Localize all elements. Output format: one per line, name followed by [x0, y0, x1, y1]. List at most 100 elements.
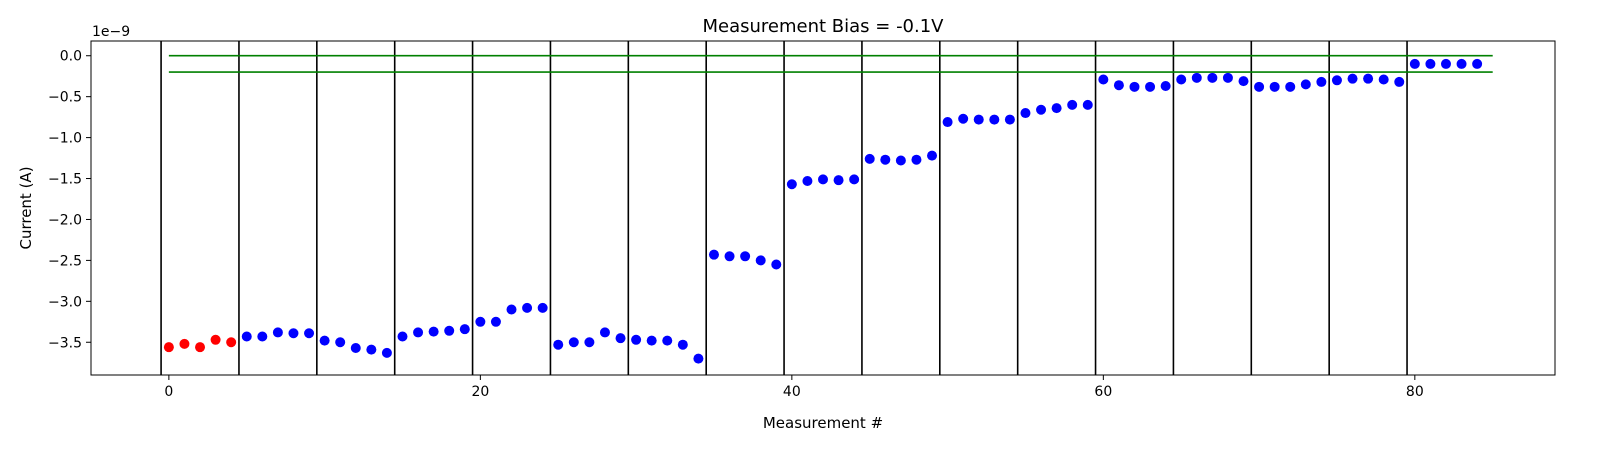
data-point-s1-49: [1004, 114, 1015, 125]
data-point-s1-16: [490, 316, 501, 327]
data-point-s1-55: [1098, 74, 1109, 85]
data-point-s1-66: [1269, 81, 1280, 92]
data-point-s1-18: [522, 302, 533, 313]
data-point-s1-47: [973, 114, 984, 125]
data-point-s1-12: [428, 326, 439, 337]
y-tick-label-1: −0.5: [48, 90, 82, 106]
data-point-s1-34: [771, 259, 782, 270]
data-point-s1-19: [537, 302, 548, 313]
y-axis-label: Current (A): [17, 166, 35, 249]
data-point-s1-54: [1082, 99, 1093, 110]
data-point-s1-13: [444, 325, 455, 336]
data-point-s1-43: [911, 154, 922, 165]
data-point-s1-36: [802, 175, 813, 186]
data-point-s0-3: [210, 334, 221, 345]
data-point-s1-44: [927, 150, 938, 161]
x-tick-label-1: 20: [471, 384, 489, 400]
data-point-s1-45: [942, 117, 953, 128]
data-point-s1-61: [1191, 72, 1202, 83]
data-point-s1-30: [708, 249, 719, 260]
y-tick-label-4: −2.0: [48, 212, 82, 228]
data-point-s1-51: [1036, 104, 1047, 115]
data-point-s1-41: [880, 154, 891, 165]
data-point-s1-3: [288, 328, 299, 339]
data-point-s1-75: [1409, 58, 1420, 69]
y-tick-label-6: −3.0: [48, 294, 82, 310]
data-point-s1-42: [895, 155, 906, 166]
x-tick-label-2: 40: [783, 384, 801, 400]
data-point-s1-29: [693, 353, 704, 364]
plot-frame: [90, 40, 1556, 376]
chart-title: Measurement Bias = -0.1V: [702, 16, 944, 37]
data-point-s1-28: [677, 339, 688, 350]
data-point-s1-69: [1316, 76, 1327, 87]
data-point-s0-4: [226, 337, 237, 348]
data-point-s1-25: [631, 334, 642, 345]
data-point-s1-40: [864, 153, 875, 164]
data-point-s1-59: [1160, 81, 1171, 92]
data-point-s1-4: [304, 328, 315, 339]
separator-lines: [160, 41, 1408, 375]
y-tick-label-7: −3.5: [48, 335, 82, 351]
data-point-s1-48: [989, 114, 1000, 125]
data-point-s1-23: [599, 327, 610, 338]
data-point-s1-57: [1129, 81, 1140, 92]
data-point-s1-60: [1176, 74, 1187, 85]
x-tick-label-3: 60: [1094, 384, 1112, 400]
data-point-s1-68: [1300, 79, 1311, 90]
data-point-s0-2: [195, 342, 206, 353]
y-offset-text: 1e−9: [92, 24, 130, 40]
data-point-s1-27: [662, 335, 673, 346]
data-point-s1-76: [1425, 58, 1436, 69]
data-point-s1-38: [833, 175, 844, 186]
y-tick-label-0: 0.0: [60, 49, 82, 65]
data-point-s1-31: [724, 251, 735, 262]
data-point-s1-11: [413, 327, 424, 338]
y-tick-label-2: −1.0: [48, 131, 82, 147]
data-point-s1-71: [1347, 73, 1358, 84]
data-point-s1-9: [381, 347, 392, 358]
data-point-s1-14: [459, 324, 470, 335]
x-axis-ticks: 0 20 40 60 80: [164, 375, 1424, 400]
reference-lines: [168, 54, 1493, 73]
y-axis-ticks: 0.0 −0.5 −1.0 −1.5 −2.0 −2.5 −3.0 −3.5: [48, 49, 91, 351]
x-tick-label-4: 80: [1406, 384, 1424, 400]
data-point-s1-17: [506, 304, 517, 315]
data-point-s1-56: [1113, 80, 1124, 91]
data-point-s1-21: [568, 337, 579, 348]
data-point-s0-1: [179, 338, 190, 349]
data-point-s1-65: [1254, 81, 1265, 92]
data-point-s1-50: [1020, 108, 1031, 119]
data-point-s1-35: [786, 179, 797, 190]
data-point-s1-37: [818, 174, 828, 185]
data-point-s1-20: [553, 339, 564, 350]
data-point-s1-6: [335, 337, 346, 348]
data-point-s1-52: [1051, 103, 1062, 114]
data-point-s1-72: [1363, 73, 1374, 84]
data-point-s1-15: [475, 316, 486, 327]
data-point-s1-53: [1067, 99, 1078, 110]
data-point-s1-62: [1207, 72, 1218, 83]
y-tick-label-5: −2.5: [48, 253, 82, 269]
data-point-s1-58: [1145, 81, 1156, 92]
data-point-s1-32: [740, 251, 751, 262]
data-point-s1-33: [755, 255, 766, 266]
data-point-s1-5: [319, 335, 330, 346]
data-point-s1-39: [849, 174, 860, 185]
y-tick-label-3: −1.5: [48, 172, 82, 188]
data-point-s1-67: [1285, 81, 1296, 92]
data-point-s1-74: [1394, 76, 1405, 87]
data-point-s0-0: [163, 342, 174, 353]
data-point-s1-63: [1222, 72, 1233, 83]
data-point-s1-24: [615, 333, 626, 344]
x-tick-label-0: 0: [164, 384, 173, 400]
data-point-s1-73: [1378, 74, 1389, 85]
data-point-s1-79: [1472, 58, 1483, 69]
data-point-s1-0: [241, 331, 252, 342]
data-point-s1-8: [366, 344, 377, 355]
data-point-s1-1: [257, 331, 268, 342]
data-point-s1-26: [646, 335, 657, 346]
data-point-s1-77: [1440, 58, 1451, 69]
data-point-s1-2: [272, 327, 283, 338]
x-axis-label: Measurement #: [763, 414, 883, 432]
